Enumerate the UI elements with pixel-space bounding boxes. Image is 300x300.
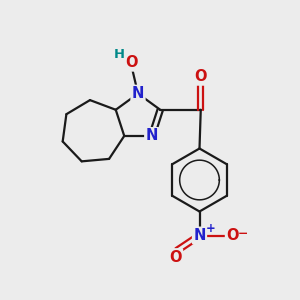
Text: O: O [194, 69, 207, 84]
Text: −: − [238, 227, 248, 241]
Text: O: O [126, 55, 138, 70]
Text: N: N [132, 86, 144, 101]
Text: O: O [169, 250, 182, 265]
Text: O: O [226, 228, 239, 243]
Text: N: N [146, 128, 158, 143]
Text: +: + [206, 221, 216, 235]
Text: H: H [114, 48, 125, 61]
Text: N: N [193, 228, 206, 243]
